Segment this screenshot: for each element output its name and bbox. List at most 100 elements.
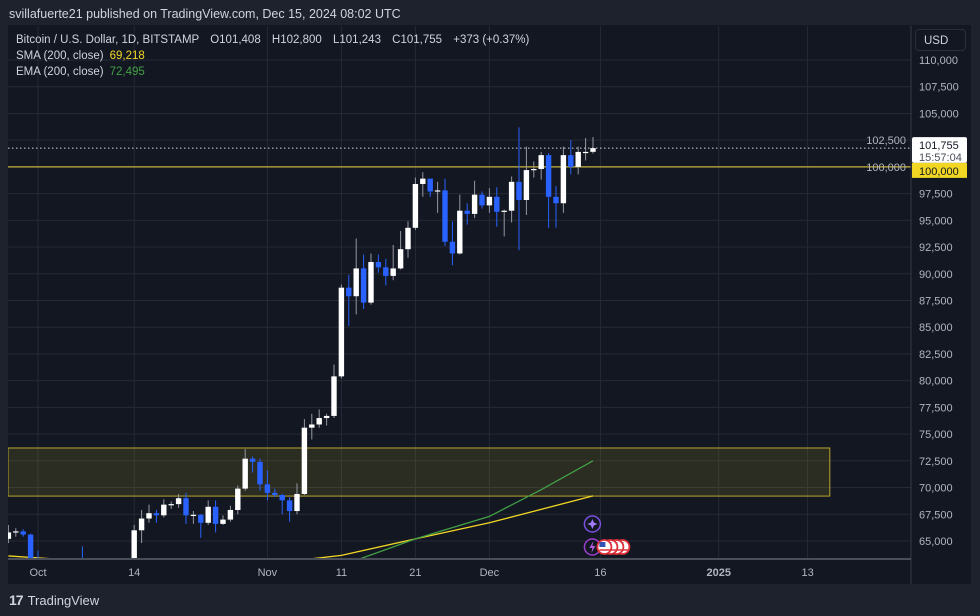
candle-body xyxy=(331,376,337,416)
candle-body xyxy=(316,418,322,425)
candle-body xyxy=(117,560,122,569)
candle xyxy=(353,238,359,315)
plot-area xyxy=(8,26,911,592)
x-tick-label: Nov xyxy=(258,567,278,579)
candle xyxy=(331,364,337,419)
candle-body xyxy=(427,178,433,192)
y-tick-label: 67,500 xyxy=(919,509,953,521)
candle xyxy=(37,550,39,558)
candle-body xyxy=(124,560,129,564)
candle-body xyxy=(20,531,26,535)
sma-label: SMA (200, close) xyxy=(16,50,104,62)
candle-body xyxy=(523,170,530,201)
y-tick-label: 107,500 xyxy=(919,82,959,94)
candle-body xyxy=(227,509,234,520)
level-price-label-bg xyxy=(912,162,967,178)
candle xyxy=(198,514,204,538)
candle-body xyxy=(471,194,478,214)
candle xyxy=(249,456,256,473)
sma-value: 69,218 xyxy=(109,50,145,62)
y-tick-label: 102,500 xyxy=(866,135,906,147)
candle xyxy=(501,209,507,237)
candle-body xyxy=(190,514,197,516)
candle xyxy=(205,500,211,525)
candle-body xyxy=(168,504,174,506)
y-tick-label: 110,000 xyxy=(919,55,958,67)
candle-body xyxy=(442,190,448,242)
candle-body xyxy=(58,572,63,586)
candle xyxy=(479,191,485,209)
currency-button[interactable]: USD xyxy=(915,29,966,51)
candle-body xyxy=(301,427,308,494)
publisher-caption: svillafuerte21 published on TradingView.… xyxy=(9,7,401,21)
x-tick-label: Oct xyxy=(29,567,46,579)
candle-body xyxy=(249,458,256,462)
candle-body xyxy=(50,586,55,588)
level-price-label: 100,000 xyxy=(919,166,959,178)
high-value: H102,800 xyxy=(271,34,322,46)
candle xyxy=(190,511,197,524)
candle xyxy=(58,568,63,589)
y-tick-label: 92,500 xyxy=(919,242,953,254)
candle-body xyxy=(494,196,500,212)
low-value: L101,243 xyxy=(333,34,381,46)
y-tick-label: 75,000 xyxy=(919,429,953,441)
candle xyxy=(390,244,396,281)
candle-body xyxy=(479,194,485,206)
candle xyxy=(95,568,100,592)
candle-body xyxy=(412,183,419,228)
candle xyxy=(87,560,92,575)
candle xyxy=(434,181,441,213)
candle xyxy=(457,194,463,255)
candle-body xyxy=(257,461,263,485)
candle-body xyxy=(508,181,515,211)
candle xyxy=(279,493,285,515)
candle xyxy=(65,569,70,576)
candle xyxy=(153,509,160,523)
candle-body xyxy=(323,415,330,419)
candle-body xyxy=(516,181,522,201)
y-tick-label: 100,000 xyxy=(866,162,906,174)
candle xyxy=(397,231,404,270)
candle xyxy=(242,449,248,491)
us-flag-icon[interactable] xyxy=(596,539,613,555)
y-tick-label: 90,000 xyxy=(919,269,953,281)
candle-body xyxy=(294,493,300,512)
candle-body xyxy=(175,498,182,505)
ema-value: 72,495 xyxy=(109,66,145,78)
candle xyxy=(420,172,426,197)
y-tick-label: 82,500 xyxy=(919,349,953,361)
x-tick-label: 13 xyxy=(801,567,813,579)
candle-body xyxy=(95,572,100,588)
sparkle-icon[interactable] xyxy=(583,515,602,533)
candle-body xyxy=(368,262,374,303)
symbol-row: Bitcoin / U.S. Dollar, 1D, BITSTAMP O101… xyxy=(16,32,529,48)
symbol-title[interactable]: Bitcoin / U.S. Dollar, 1D, BITSTAMP xyxy=(16,34,199,46)
candle xyxy=(131,524,137,558)
candle-body xyxy=(501,210,507,212)
candle-body xyxy=(183,498,189,516)
candle xyxy=(383,258,389,286)
ema-row[interactable]: EMA (200, close) 72,495 xyxy=(16,64,529,80)
candle-body xyxy=(390,268,396,276)
candle xyxy=(360,254,367,310)
candle xyxy=(220,515,226,525)
candle-body xyxy=(279,495,285,501)
candle xyxy=(20,529,26,537)
candle xyxy=(531,161,537,178)
candle-body xyxy=(102,588,107,591)
candle-body xyxy=(338,287,345,377)
y-tick-label: 77,500 xyxy=(919,402,953,414)
candle xyxy=(235,485,241,515)
candle xyxy=(183,492,189,524)
candle-body xyxy=(420,178,426,184)
footer-brand: 17 TradingView xyxy=(9,592,99,608)
candle xyxy=(449,221,456,266)
flag-canton xyxy=(599,542,606,547)
y-tick-label: 80,000 xyxy=(919,376,953,388)
sma-row[interactable]: SMA (200, close) 69,218 xyxy=(16,48,529,64)
tradingview-logo-icon: 17 xyxy=(9,592,24,608)
y-tick-label: 95,000 xyxy=(919,215,953,227)
candle-body xyxy=(486,196,493,206)
